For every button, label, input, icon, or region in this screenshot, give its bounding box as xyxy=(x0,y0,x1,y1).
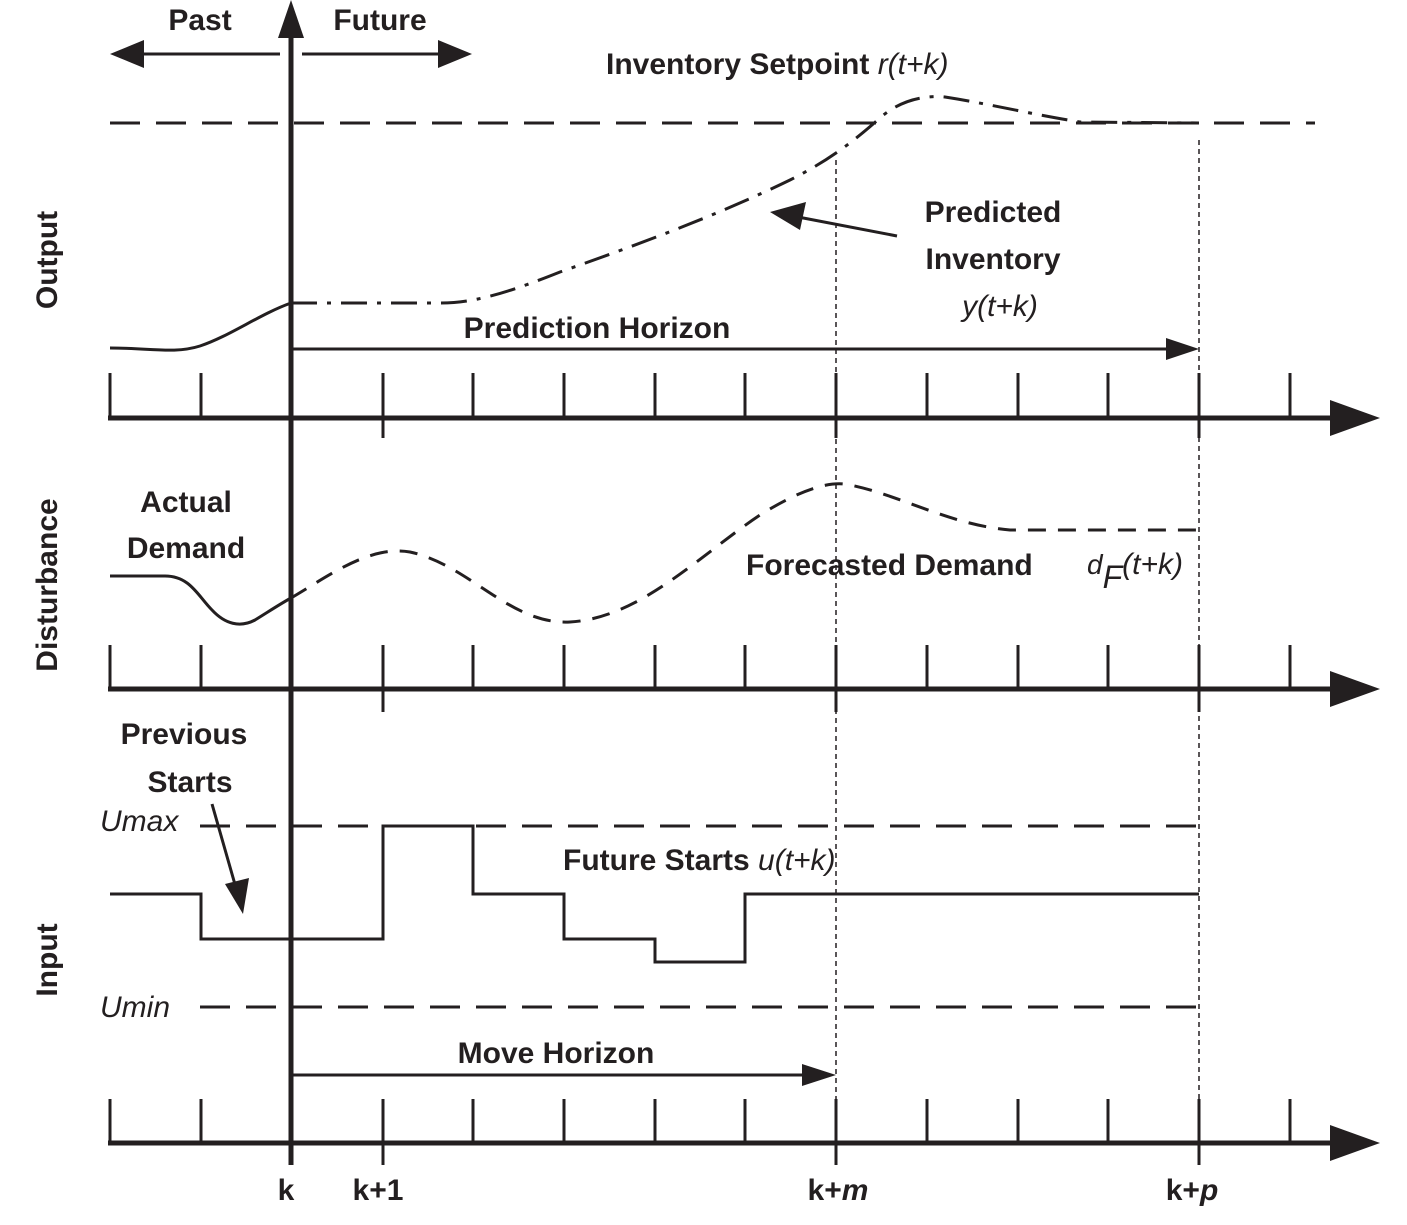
input-time-axis xyxy=(108,1099,1380,1165)
past-arrow xyxy=(110,40,280,68)
future-starts-step xyxy=(291,824,1199,964)
past-label: Past xyxy=(168,4,231,37)
umin-label: Umin xyxy=(100,991,170,1024)
forecasted-demand-curve xyxy=(290,482,1199,624)
tick-label-k-plus-m: k+m xyxy=(808,1174,869,1207)
future-starts-label: Future Starts u(t+k) xyxy=(563,844,836,877)
predicted-inventory-curve xyxy=(291,95,1200,305)
predicted-inventory-math: y(t+k) xyxy=(960,290,1038,323)
disturbance-time-axis xyxy=(108,645,1380,712)
past-output-curve xyxy=(109,301,292,352)
predicted-inventory-label-line2: Inventory xyxy=(925,243,1060,276)
predicted-inventory-pointer xyxy=(770,202,898,238)
previous-starts-pointer xyxy=(210,803,249,914)
forecasted-demand-math: dF(t+k) xyxy=(1087,548,1183,595)
umax-label: Umax xyxy=(100,805,179,838)
actual-demand-curve xyxy=(110,574,292,626)
future-label: Future xyxy=(333,4,426,37)
actual-demand-label-line1: Actual xyxy=(140,486,232,519)
forecasted-demand-label: Forecasted Demand xyxy=(746,549,1033,582)
present-time-axis xyxy=(278,0,304,1165)
move-horizon-arrow xyxy=(291,1064,836,1086)
tick-label-k: k xyxy=(278,1174,295,1207)
input-axis-label: Input xyxy=(31,923,64,996)
tick-label-k-plus-1: k+1 xyxy=(353,1174,404,1207)
previous-starts-label-line1: Previous xyxy=(121,718,248,751)
tick-label-k-plus-p: k+p xyxy=(1166,1174,1219,1207)
prediction-horizon-arrow xyxy=(291,338,1199,360)
output-axis-label: Output xyxy=(31,211,64,309)
predicted-inventory-label-line1: Predicted xyxy=(925,196,1062,229)
prediction-horizon-label: Prediction Horizon xyxy=(464,312,731,345)
move-horizon-label: Move Horizon xyxy=(458,1037,655,1070)
actual-demand-label-line2: Demand xyxy=(127,532,245,565)
future-arrow xyxy=(302,40,472,68)
disturbance-axis-label: Disturbance xyxy=(31,498,64,671)
output-time-axis xyxy=(108,373,1380,438)
previous-starts-step xyxy=(110,892,291,941)
inventory-setpoint-label: Inventory Setpoint r(t+k) xyxy=(606,48,949,81)
previous-starts-label-line2: Starts xyxy=(147,766,232,799)
